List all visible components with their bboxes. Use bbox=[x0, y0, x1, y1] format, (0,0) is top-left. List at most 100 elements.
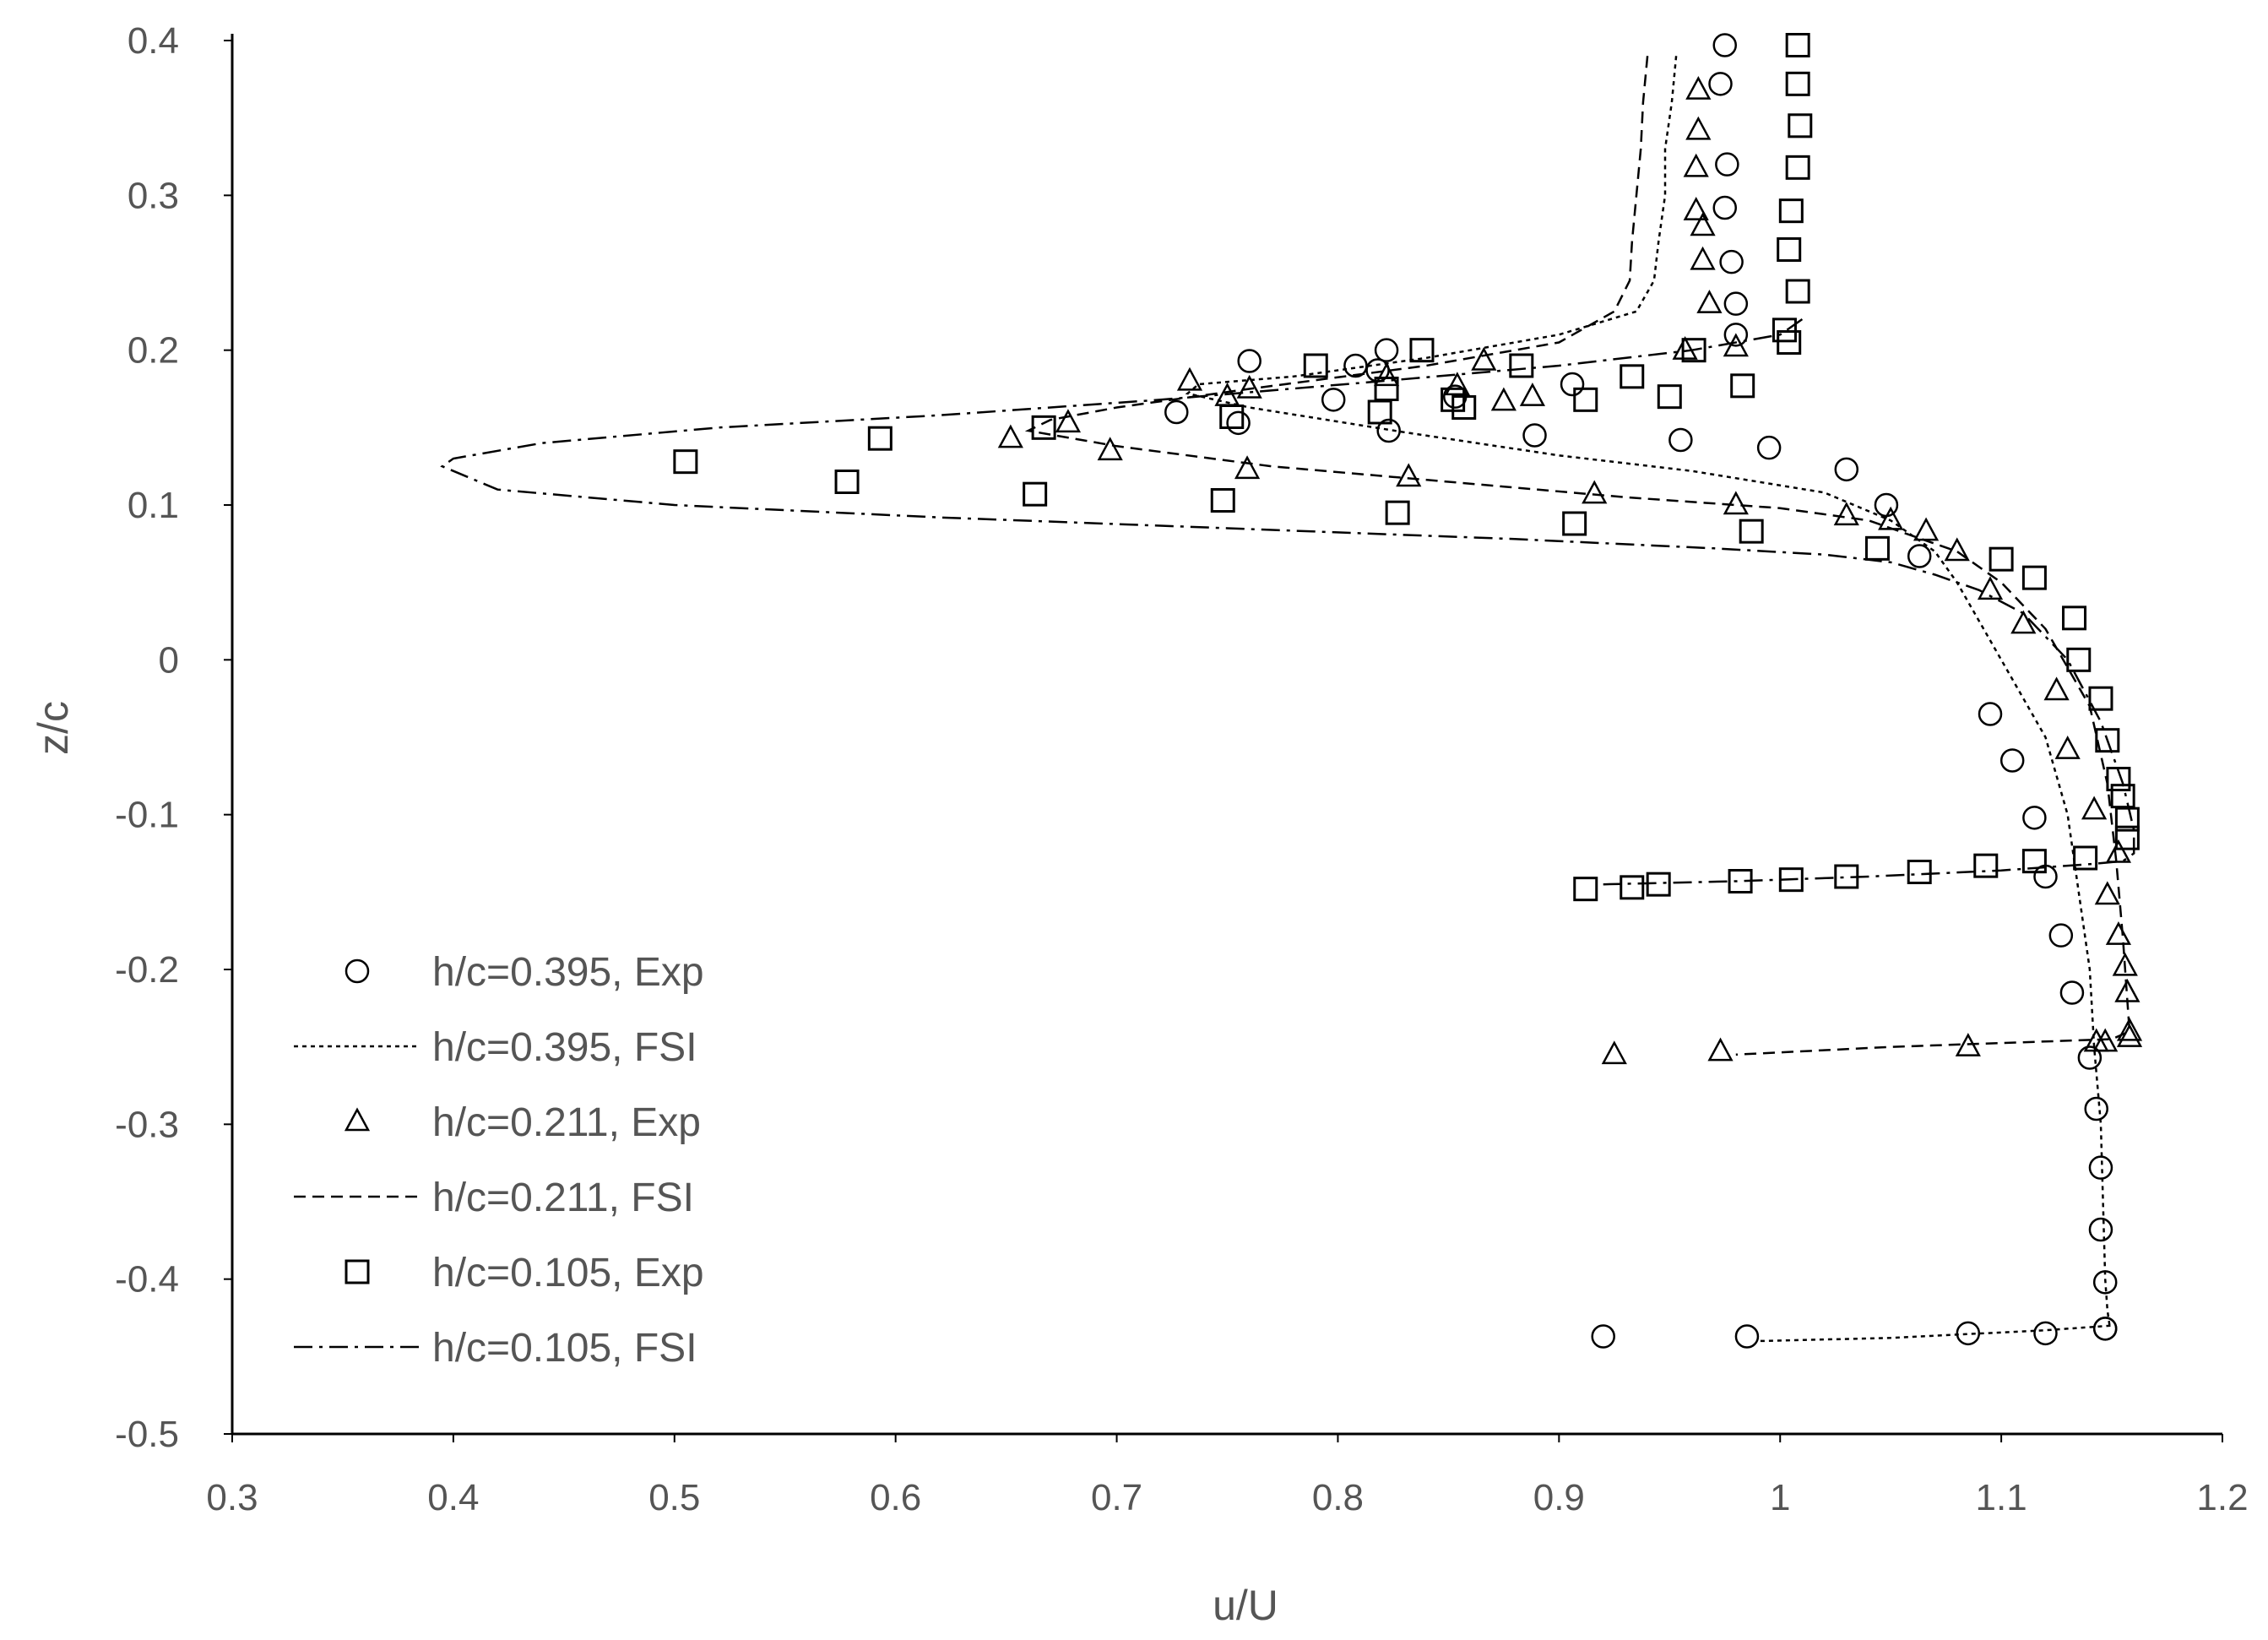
data-point-square bbox=[2021, 565, 2047, 590]
x-tick-label: 0.8 bbox=[1312, 1477, 1364, 1518]
data-point-triangle bbox=[1601, 1040, 1627, 1065]
x-tick-label: 0.9 bbox=[1533, 1477, 1585, 1518]
data-point-triangle bbox=[1176, 367, 1203, 391]
data-point-circle bbox=[1237, 349, 1262, 373]
data-point-circle bbox=[1734, 1324, 1760, 1349]
data-point-square bbox=[867, 426, 893, 451]
y-tick-label: 0.1 bbox=[128, 485, 179, 526]
data-point-triangle bbox=[2094, 881, 2120, 905]
data-point-square bbox=[1728, 869, 1753, 893]
data-point-circle bbox=[1756, 435, 1782, 460]
y-tick-label: -0.2 bbox=[115, 949, 179, 991]
data-point-square bbox=[1031, 415, 1056, 440]
data-point-square bbox=[1509, 353, 1534, 378]
data-point-triangle bbox=[1490, 387, 1517, 411]
y-axis-label: z/c bbox=[30, 701, 77, 755]
data-point-square bbox=[1657, 384, 1682, 410]
data-point-square bbox=[2114, 825, 2140, 850]
data-point-triangle bbox=[1471, 346, 1497, 371]
data-point-triangle bbox=[1396, 463, 1422, 487]
data-point-circle bbox=[2088, 1217, 2113, 1242]
y-axis-ticks: 0.4 0.3 0.2 0.1 0 -0.1 -0.2 -0.3 -0.4 -0.5 bbox=[115, 20, 232, 1455]
data-point-square bbox=[1778, 198, 1804, 224]
data-point-circle bbox=[2084, 1096, 2108, 1121]
y-tick-label: -0.1 bbox=[115, 795, 179, 836]
data-point-square bbox=[1772, 318, 1797, 343]
x-tick-label: 0.3 bbox=[206, 1477, 258, 1518]
data-point-square bbox=[1907, 860, 1932, 884]
data-point-circle bbox=[1522, 423, 1547, 448]
data-point-circle bbox=[1723, 291, 1749, 316]
data-point-triangle bbox=[1234, 455, 1261, 480]
data-point-circle bbox=[1668, 427, 1693, 453]
data-point-triangle bbox=[997, 424, 1023, 448]
data-point-triangle bbox=[2081, 796, 2108, 820]
data-point-triangle bbox=[1944, 537, 1970, 562]
data-point-circle bbox=[1708, 72, 1733, 96]
data-point-triangle bbox=[1878, 506, 1904, 530]
data-point-square bbox=[1989, 546, 2014, 572]
data-point-circle bbox=[1978, 702, 2003, 726]
data-point-triangle bbox=[2083, 1028, 2109, 1052]
data-point-circle bbox=[1907, 544, 1932, 568]
data-point-square bbox=[1620, 364, 1645, 389]
data-point-triangle bbox=[1723, 333, 1749, 357]
data-point-square bbox=[1646, 872, 1671, 897]
data-point-circle bbox=[1719, 249, 1744, 274]
data-point-square bbox=[1777, 330, 1802, 355]
data-point-triangle bbox=[1955, 1033, 1981, 1056]
data-point-circle bbox=[1321, 388, 1346, 412]
data-point-square bbox=[1219, 405, 1245, 429]
data-point-triangle bbox=[1519, 383, 1546, 406]
data-point-circle bbox=[1374, 338, 1399, 362]
data-point-triangle bbox=[1672, 336, 1698, 360]
data-point-square bbox=[1785, 33, 1810, 57]
series-line-dashed bbox=[1024, 56, 2131, 1056]
data-point-circle bbox=[1226, 410, 1251, 436]
y-tick-label: 0 bbox=[159, 639, 179, 681]
data-point-triangle bbox=[2116, 1017, 2143, 1041]
x-tick-label: 0.7 bbox=[1091, 1477, 1142, 1518]
data-point-square bbox=[1023, 481, 1048, 507]
data-point-square bbox=[1778, 867, 1804, 893]
data-point-triangle bbox=[1685, 116, 1712, 140]
data-point-triangle bbox=[2116, 1024, 2143, 1047]
data-point-square bbox=[2066, 647, 2092, 672]
legend-label: h/c=0.395, Exp bbox=[432, 950, 704, 995]
y-tick-label: 0.3 bbox=[128, 175, 179, 216]
data-point-square bbox=[1210, 488, 1235, 513]
y-tick-label: 0.2 bbox=[128, 330, 179, 372]
data-point-circle bbox=[1343, 353, 1368, 378]
data-point-circle bbox=[2092, 1317, 2118, 1341]
data-point-circle bbox=[1712, 33, 1737, 57]
data-point-square bbox=[1441, 387, 1466, 412]
legend-label: h/c=0.211, Exp bbox=[432, 1100, 701, 1145]
data-point-square bbox=[1573, 877, 1598, 902]
legend-symbol-circle bbox=[345, 958, 370, 984]
data-point-triangle bbox=[2105, 921, 2132, 945]
data-point-triangle bbox=[1696, 290, 1723, 313]
data-point-triangle bbox=[2054, 736, 2081, 759]
data-point-square bbox=[1864, 535, 1890, 561]
data-point-triangle bbox=[1913, 517, 1940, 541]
x-tick-label: 1.1 bbox=[1976, 1477, 2027, 1518]
data-point-square bbox=[1409, 338, 1435, 363]
data-point-triangle bbox=[2010, 610, 2037, 634]
legend-label: h/c=0.105, FSI bbox=[432, 1326, 697, 1371]
data-point-square bbox=[2088, 686, 2113, 711]
x-tick-label: 0.5 bbox=[648, 1477, 700, 1518]
data-point-circle bbox=[1999, 748, 2025, 773]
x-tick-label: 0.4 bbox=[427, 1477, 479, 1518]
data-point-triangle bbox=[1097, 437, 1123, 461]
data-point-triangle bbox=[1977, 576, 2004, 600]
x-tick-label: 0.6 bbox=[870, 1477, 921, 1518]
data-point-square bbox=[1973, 853, 1999, 878]
y-tick-label: 0.4 bbox=[128, 20, 179, 62]
legend-label: h/c=0.395, FSI bbox=[432, 1025, 697, 1070]
data-point-triangle bbox=[1723, 491, 1749, 515]
data-point-square bbox=[834, 470, 860, 494]
data-point-square bbox=[2062, 605, 2087, 631]
data-point-circle bbox=[1715, 152, 1739, 176]
exp-markers bbox=[673, 33, 2143, 1349]
data-point-square bbox=[1777, 237, 1802, 262]
